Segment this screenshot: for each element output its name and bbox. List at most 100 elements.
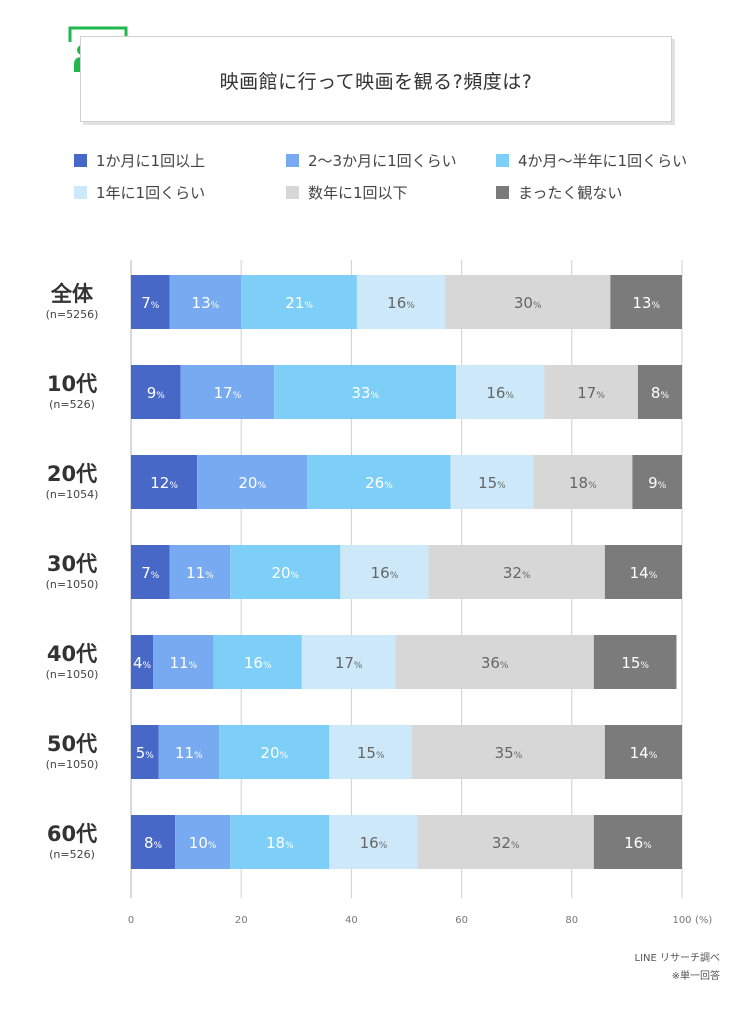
data-label: 13% — [192, 294, 220, 312]
legend-item: 1年に1回くらい — [74, 182, 205, 203]
answer-note: ※単一回答 — [671, 971, 720, 982]
bar-segment — [158, 725, 220, 779]
bar-segment — [610, 275, 682, 329]
bar-segment — [131, 545, 170, 599]
bar-segment — [412, 725, 605, 779]
data-label: 30% — [514, 294, 542, 312]
bar-segment — [329, 815, 418, 869]
legend-swatch — [286, 186, 299, 199]
bar-segment — [395, 635, 594, 689]
data-label: 20% — [260, 744, 288, 762]
legend-label: 1か月に1回以上 — [96, 152, 206, 170]
sample-size-label: (n=526) — [49, 398, 95, 411]
sample-size-label: (n=5256) — [45, 308, 99, 321]
bar-segment — [274, 365, 457, 419]
data-label: 18% — [569, 474, 597, 492]
data-label: 8% — [651, 384, 670, 402]
data-label: 20% — [238, 474, 266, 492]
data-label: 33% — [351, 384, 379, 402]
legend: 1か月に1回以上 2〜3か月に1回くらい 4か月〜半年に1回くらい 1年に1回くらい 数… — [74, 150, 694, 210]
chart-title: 映画館に行って映画を観る?頻度は? — [219, 71, 533, 93]
data-label: 17% — [335, 654, 363, 672]
bar-segment — [197, 455, 308, 509]
bar-segment — [593, 635, 677, 689]
data-label: 16% — [624, 834, 652, 852]
data-label: 36% — [481, 654, 509, 672]
bar-segment — [456, 365, 545, 419]
legend-swatch — [74, 154, 87, 167]
bar-segment — [417, 815, 594, 869]
data-label: 5% — [136, 744, 155, 762]
bar-segment — [131, 725, 159, 779]
bar-segment — [340, 545, 429, 599]
bar-segment — [593, 815, 682, 869]
x-tick-label: 40 — [345, 915, 358, 926]
sample-size-label: (n=1050) — [45, 578, 99, 591]
data-label: 14% — [630, 744, 658, 762]
sample-size-label: (n=1054) — [45, 488, 99, 501]
bar-segment — [329, 725, 413, 779]
bar-segment — [131, 815, 176, 869]
legend-swatch — [496, 154, 509, 167]
data-label: 4% — [133, 654, 152, 672]
bar-segment — [131, 455, 198, 509]
legend-label: 4か月〜半年に1回くらい — [518, 152, 688, 170]
legend-label: 数年に1回以下 — [308, 184, 408, 202]
bar-segment — [307, 455, 451, 509]
bar-segment — [153, 635, 214, 689]
row-label: 50代 (n=1050) — [20, 731, 124, 773]
legend-item: 2〜3か月に1回くらい — [286, 150, 457, 171]
data-label: 20% — [271, 564, 299, 582]
bar-segment — [131, 365, 181, 419]
bar-segment — [241, 275, 357, 329]
bar-segment — [230, 815, 330, 869]
category-label: 30代 — [46, 552, 98, 576]
data-label: 7% — [141, 564, 160, 582]
data-label: 26% — [365, 474, 393, 492]
data-label: 17% — [214, 384, 242, 402]
data-label: 15% — [478, 474, 506, 492]
legend-swatch — [74, 186, 87, 199]
bar-segment — [169, 275, 242, 329]
row-label: 20代 (n=1054) — [20, 461, 124, 503]
data-label: 18% — [266, 834, 294, 852]
source-block: LINE リサーチ調べ ※単一回答 — [635, 950, 721, 986]
category-label: 10代 — [46, 372, 98, 396]
data-label: 16% — [244, 654, 272, 672]
bar-segment — [219, 725, 330, 779]
category-label: 20代 — [46, 462, 98, 486]
bar-segment — [213, 635, 302, 689]
x-tick-label: 100 — [672, 915, 691, 926]
bar-segment — [356, 275, 446, 329]
bar-segment — [604, 545, 682, 599]
bar-segment — [604, 725, 682, 779]
data-label: 16% — [360, 834, 388, 852]
data-label: 9% — [648, 474, 667, 492]
data-label: 7% — [141, 294, 160, 312]
x-tick-label: 20 — [235, 915, 248, 926]
bar-segment — [544, 365, 638, 419]
bar-segment — [175, 815, 231, 869]
data-label: 16% — [486, 384, 514, 402]
legend-label: まったく観ない — [518, 184, 623, 202]
data-label: 21% — [285, 294, 313, 312]
x-axis-unit: (%) — [695, 915, 712, 926]
bar-segment — [180, 365, 275, 419]
data-label: 17% — [577, 384, 605, 402]
data-label: 9% — [147, 384, 166, 402]
data-label: 13% — [632, 294, 660, 312]
bar-segment — [533, 455, 633, 509]
legend-label: 1年に1回くらい — [96, 184, 206, 202]
title-box: 映画館に行って映画を観る?頻度は? — [80, 36, 672, 122]
row-label: 60代 (n=526) — [20, 821, 124, 863]
data-label: 8% — [144, 834, 163, 852]
x-tick-label: 80 — [565, 915, 578, 926]
bar-segment — [637, 365, 682, 419]
data-label: 11% — [175, 744, 203, 762]
x-tick-label: 0 — [128, 915, 134, 926]
legend-swatch — [286, 154, 299, 167]
category-label: 60代 — [46, 822, 98, 846]
category-label: 50代 — [46, 732, 98, 756]
sample-size-label: (n=526) — [49, 848, 95, 861]
